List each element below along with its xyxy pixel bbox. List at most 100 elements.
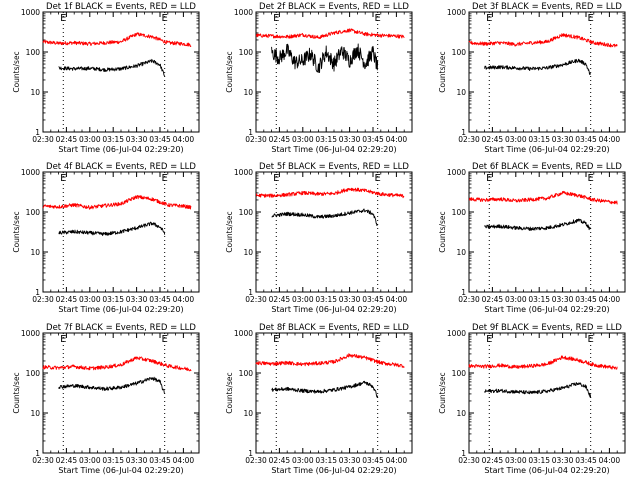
x-tick-label: 03:15 xyxy=(528,456,550,465)
x-tick-label: 03:00 xyxy=(505,456,527,465)
y-axis-label: Counts/sec xyxy=(438,51,447,92)
y-tick-label: 1000 xyxy=(234,8,253,17)
x-tick-label: 02:45 xyxy=(56,456,78,465)
x-axis-label: Start Time (06-Jul-04 02:29:20) xyxy=(271,305,396,314)
panel-title: Det 5f BLACK = Events, RED = LLD xyxy=(259,162,409,172)
y-tick-label: 1 xyxy=(461,449,466,458)
x-tick-label: 04:00 xyxy=(173,456,195,465)
x-tick-label: 02:30 xyxy=(245,295,267,304)
panel-title: Det 1f BLACK = Events, RED = LLD xyxy=(46,2,196,12)
plot-frame xyxy=(255,171,413,293)
y-tick-label: 1 xyxy=(248,128,253,137)
x-tick-label: 04:00 xyxy=(599,135,621,144)
x-tick-label: 04:00 xyxy=(386,135,408,144)
y-tick-label: 1 xyxy=(461,128,466,137)
event-marker-label: E xyxy=(273,13,279,24)
y-tick-label: 10 xyxy=(30,248,40,257)
y-tick-label: 10 xyxy=(456,248,466,257)
x-tick-label: 03:45 xyxy=(149,456,171,465)
y-tick-label: 10 xyxy=(243,88,253,97)
series-events-line xyxy=(271,208,378,227)
plot-frame xyxy=(255,11,413,133)
x-axis-label: Start Time (06-Jul-04 02:29:20) xyxy=(484,145,609,154)
panel-title: Det 6f BLACK = Events, RED = LLD xyxy=(472,162,622,172)
y-tick-label: 10 xyxy=(243,248,253,257)
y-tick-label: 1 xyxy=(248,449,253,458)
series-lld-line xyxy=(255,353,405,368)
x-axis-label: Start Time (06-Jul-04 02:29:20) xyxy=(58,145,183,154)
series-events-line xyxy=(484,58,592,75)
x-tick-label: 03:15 xyxy=(102,456,124,465)
x-tick-label: 04:00 xyxy=(386,295,408,304)
event-marker-label: E xyxy=(375,334,381,345)
y-tick-label: 1000 xyxy=(447,8,466,17)
y-tick-label: 1 xyxy=(35,288,40,297)
x-tick-label: 03:30 xyxy=(126,295,148,304)
series-lld-line xyxy=(42,356,192,372)
x-tick-label: 03:30 xyxy=(552,295,574,304)
x-tick-label: 03:15 xyxy=(102,295,124,304)
x-tick-label: 02:30 xyxy=(458,295,480,304)
x-tick-label: 03:15 xyxy=(315,135,337,144)
y-tick-label: 1 xyxy=(35,449,40,458)
panel-2: Det 2f BLACK = Events, RED = LLD 1 10 100 10… xyxy=(225,2,413,154)
event-marker-label: E xyxy=(588,334,594,345)
series-events-line xyxy=(271,380,379,399)
series-lld-line xyxy=(255,28,405,40)
y-tick-label: 100 xyxy=(239,208,254,217)
y-tick-label: 1 xyxy=(248,288,253,297)
y-tick-label: 1 xyxy=(461,288,466,297)
series-lld-line xyxy=(468,33,618,48)
y-tick-label: 100 xyxy=(26,48,41,57)
x-tick-label: 04:00 xyxy=(599,456,621,465)
x-tick-label: 02:45 xyxy=(56,295,78,304)
event-marker-label: E xyxy=(60,13,66,24)
series-lld-line xyxy=(42,194,192,210)
series-events-line xyxy=(484,382,592,398)
series-events-line xyxy=(271,43,379,73)
y-tick-label: 1000 xyxy=(21,329,40,338)
event-marker-label: E xyxy=(162,173,168,184)
y-tick-label: 10 xyxy=(30,409,40,418)
y-axis-label: Counts/sec xyxy=(12,211,21,252)
x-tick-label: 02:45 xyxy=(482,135,504,144)
x-tick-label: 02:30 xyxy=(245,135,267,144)
x-axis-label: Start Time (06-Jul-04 02:29:20) xyxy=(271,466,396,475)
x-tick-label: 03:00 xyxy=(292,135,314,144)
x-tick-label: 04:00 xyxy=(173,295,195,304)
x-axis-label: Start Time (06-Jul-04 02:29:20) xyxy=(271,145,396,154)
x-tick-label: 02:45 xyxy=(482,456,504,465)
panel-title: Det 9f BLACK = Events, RED = LLD xyxy=(472,323,622,333)
x-tick-label: 03:00 xyxy=(505,295,527,304)
y-tick-label: 1000 xyxy=(21,168,40,177)
x-axis-label: Start Time (06-Jul-04 02:29:20) xyxy=(58,305,183,314)
plot-frame xyxy=(468,11,626,133)
y-tick-label: 10 xyxy=(30,88,40,97)
panel-9: Det 9f BLACK = Events, RED = LLD 1 10 100 10… xyxy=(438,323,626,475)
x-tick-label: 02:30 xyxy=(245,456,267,465)
series-events-line xyxy=(58,376,166,394)
y-tick-label: 1000 xyxy=(234,329,253,338)
x-tick-label: 03:30 xyxy=(339,135,361,144)
x-tick-label: 03:45 xyxy=(575,135,597,144)
event-marker-label: E xyxy=(486,13,492,24)
x-tick-label: 04:00 xyxy=(173,135,195,144)
x-tick-label: 03:00 xyxy=(79,295,101,304)
series-events-line xyxy=(58,58,166,77)
x-tick-label: 03:15 xyxy=(528,135,550,144)
panel-title: Det 2f BLACK = Events, RED = LLD xyxy=(259,2,409,12)
x-tick-label: 03:30 xyxy=(552,135,574,144)
x-axis-label: Start Time (06-Jul-04 02:29:20) xyxy=(484,466,609,475)
plot-frame xyxy=(255,332,413,454)
x-tick-label: 03:15 xyxy=(528,295,550,304)
event-marker-label: E xyxy=(375,173,381,184)
x-tick-label: 03:45 xyxy=(575,295,597,304)
x-tick-label: 03:15 xyxy=(315,295,337,304)
panel-8: Det 8f BLACK = Events, RED = LLD 1 10 100 10… xyxy=(225,323,413,475)
y-tick-label: 100 xyxy=(452,48,467,57)
x-tick-label: 02:30 xyxy=(458,135,480,144)
event-marker-label: E xyxy=(588,173,594,184)
x-tick-label: 03:00 xyxy=(505,135,527,144)
x-tick-label: 02:30 xyxy=(32,135,54,144)
panel-title: Det 3f BLACK = Events, RED = LLD xyxy=(472,2,622,12)
